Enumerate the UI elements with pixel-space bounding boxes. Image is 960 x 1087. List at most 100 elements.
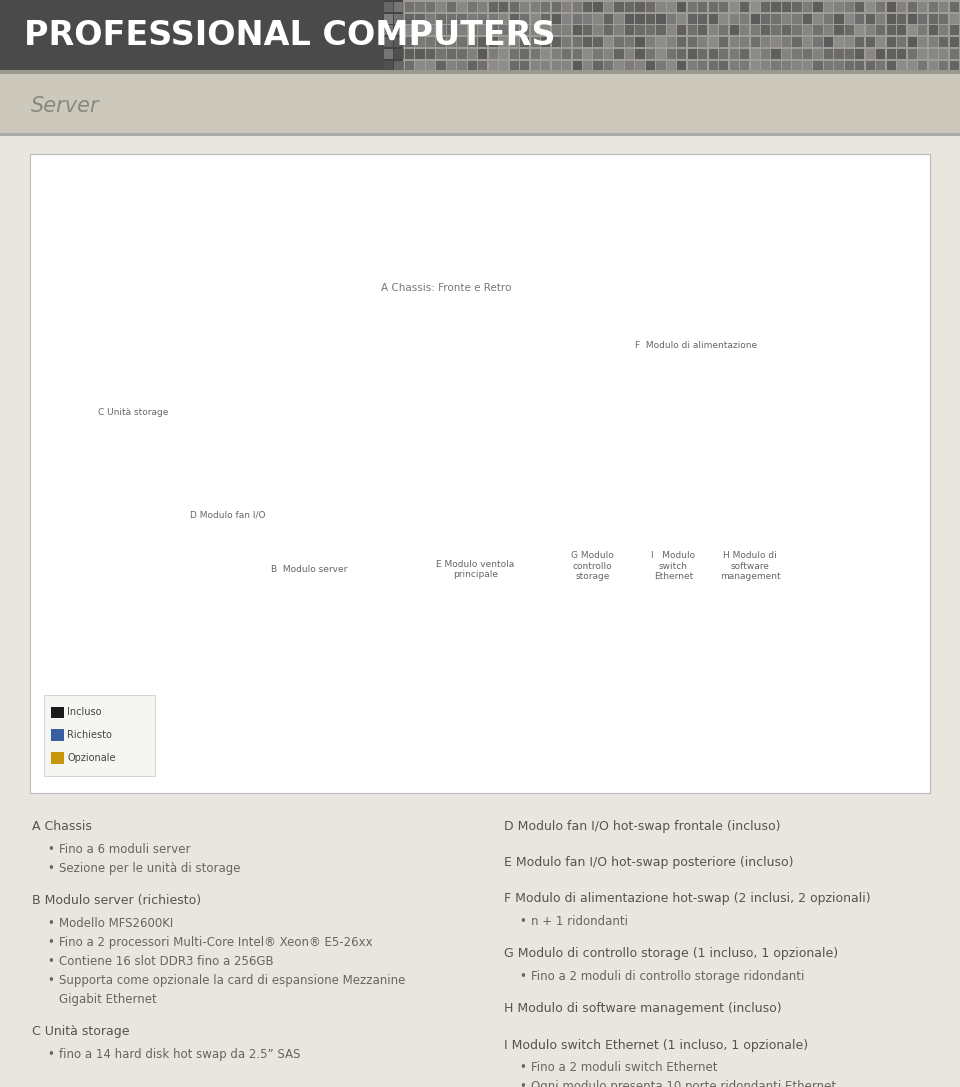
Text: H Modulo di software management (incluso): H Modulo di software management (incluso… <box>504 1002 781 1015</box>
Bar <box>489 2 498 12</box>
Bar <box>813 61 823 71</box>
Bar <box>730 61 739 71</box>
Bar <box>677 49 686 59</box>
Bar <box>792 2 802 12</box>
Bar <box>468 2 477 12</box>
Bar <box>928 61 938 71</box>
Bar <box>636 2 644 12</box>
Text: Ogni modulo presenta 10 porte ridondanti Ethernet: Ogni modulo presenta 10 porte ridondanti… <box>531 1080 836 1087</box>
Bar <box>687 61 697 71</box>
Bar <box>426 37 435 47</box>
Text: •: • <box>47 862 54 875</box>
Bar <box>887 37 896 47</box>
Bar <box>824 2 833 12</box>
Bar <box>845 13 854 24</box>
Text: •: • <box>47 954 54 967</box>
Bar <box>531 61 540 71</box>
Bar <box>719 49 729 59</box>
Text: A Chassis: A Chassis <box>32 820 91 833</box>
Text: E Modulo ventola
principale: E Modulo ventola principale <box>437 560 515 579</box>
Bar <box>416 13 424 24</box>
Text: Fino a 6 moduli server: Fino a 6 moduli server <box>59 842 190 855</box>
Bar <box>677 13 686 24</box>
Bar <box>426 13 435 24</box>
Bar <box>803 13 812 24</box>
Bar <box>520 25 529 35</box>
Bar <box>446 37 456 47</box>
Bar <box>751 37 759 47</box>
Bar <box>416 37 424 47</box>
Bar <box>876 2 885 12</box>
Bar <box>855 49 865 59</box>
Bar <box>813 49 823 59</box>
Bar <box>499 25 509 35</box>
Bar <box>468 61 477 71</box>
Text: n + 1 ridondanti: n + 1 ridondanti <box>531 915 628 928</box>
Bar <box>489 25 498 35</box>
Bar <box>562 37 571 47</box>
Bar <box>541 25 550 35</box>
Bar <box>499 49 509 59</box>
Text: H Modulo di
software
management: H Modulo di software management <box>720 551 780 582</box>
Bar <box>730 37 739 47</box>
Text: E Modulo fan I/O hot-swap posteriore (incluso): E Modulo fan I/O hot-swap posteriore (in… <box>504 855 794 869</box>
Bar <box>667 61 676 71</box>
Bar <box>437 13 445 24</box>
Bar <box>939 13 948 24</box>
Bar <box>949 25 959 35</box>
Bar <box>405 25 414 35</box>
Bar <box>730 49 739 59</box>
Bar <box>772 25 780 35</box>
Bar <box>949 37 959 47</box>
Bar <box>437 25 445 35</box>
Bar <box>552 49 561 59</box>
Text: •: • <box>519 915 526 928</box>
Bar <box>907 61 917 71</box>
Bar <box>876 25 885 35</box>
Bar <box>478 2 488 12</box>
Bar <box>562 61 571 71</box>
Bar <box>604 25 613 35</box>
Bar <box>531 37 540 47</box>
Bar <box>761 25 770 35</box>
Bar <box>657 37 665 47</box>
Bar <box>489 37 498 47</box>
Bar <box>740 13 750 24</box>
Bar <box>918 61 927 71</box>
Bar <box>572 37 582 47</box>
Bar <box>708 25 718 35</box>
Bar <box>677 37 686 47</box>
Bar <box>677 61 686 71</box>
Text: Gigabit Ethernet: Gigabit Ethernet <box>59 992 156 1005</box>
Bar <box>834 49 844 59</box>
Bar <box>499 13 509 24</box>
Bar <box>614 61 624 71</box>
Bar <box>416 49 424 59</box>
Bar <box>772 37 780 47</box>
Bar <box>866 25 875 35</box>
Bar <box>855 2 865 12</box>
Bar <box>478 61 488 71</box>
Bar <box>687 49 697 59</box>
Bar <box>426 2 435 12</box>
Text: C Unità storage: C Unità storage <box>32 1025 130 1038</box>
Bar <box>866 13 875 24</box>
Bar <box>887 2 896 12</box>
Bar <box>657 2 665 12</box>
Bar <box>646 25 655 35</box>
Bar <box>636 49 644 59</box>
Bar <box>667 2 676 12</box>
Bar <box>687 13 697 24</box>
Bar <box>761 61 770 71</box>
Bar <box>834 2 844 12</box>
Bar <box>657 61 665 71</box>
Bar <box>426 61 435 71</box>
Bar <box>949 61 959 71</box>
Bar <box>499 37 509 47</box>
Bar <box>887 61 896 71</box>
Bar <box>761 2 770 12</box>
Bar <box>772 2 780 12</box>
Bar <box>468 25 477 35</box>
Bar <box>636 61 644 71</box>
Bar <box>384 37 394 47</box>
